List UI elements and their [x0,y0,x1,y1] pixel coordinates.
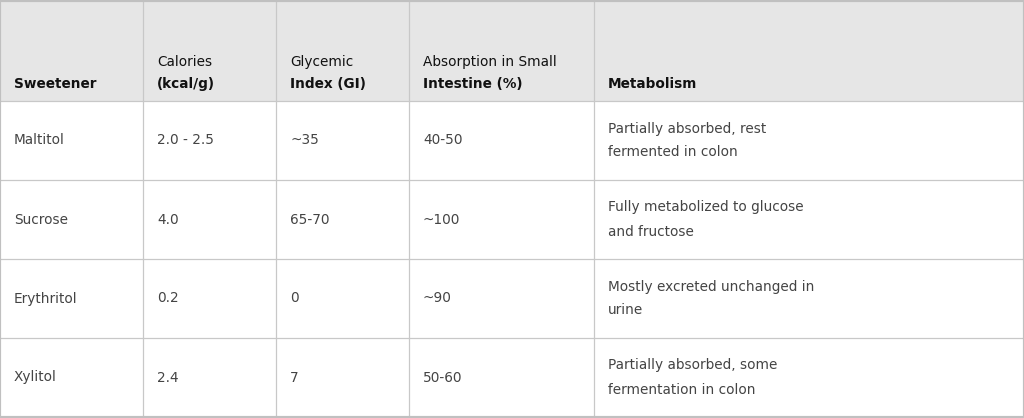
Text: Erythritol: Erythritol [14,291,78,306]
Text: ~35: ~35 [290,133,318,148]
Text: Partially absorbed, rest: Partially absorbed, rest [608,122,766,135]
Text: Fully metabolized to glucose: Fully metabolized to glucose [608,201,804,214]
Text: 2.4: 2.4 [157,370,178,385]
Text: Calories: Calories [157,55,212,69]
Text: 50-60: 50-60 [423,370,463,385]
Text: Maltitol: Maltitol [14,133,65,148]
Text: Sweetener: Sweetener [14,77,96,91]
Text: 7: 7 [290,370,299,385]
Text: Xylitol: Xylitol [14,370,57,385]
Text: ~100: ~100 [423,212,461,227]
Text: fermentation in colon: fermentation in colon [608,382,756,397]
Text: 4.0: 4.0 [157,212,178,227]
Text: Glycemic: Glycemic [290,55,353,69]
Text: fermented in colon: fermented in colon [608,145,737,160]
Text: Index (GI): Index (GI) [290,77,366,91]
Text: 2.0 - 2.5: 2.0 - 2.5 [157,133,214,148]
Text: ~90: ~90 [423,291,452,306]
Text: Intestine (%): Intestine (%) [423,77,522,91]
Bar [0,1,1024,101]
Bar [0,101,1024,417]
Text: 0.2: 0.2 [157,291,178,306]
Text: Absorption in Small: Absorption in Small [423,55,557,69]
Text: Metabolism: Metabolism [608,77,697,91]
Text: 40-50: 40-50 [423,133,463,148]
Text: 65-70: 65-70 [290,212,330,227]
Text: Sucrose: Sucrose [14,212,68,227]
Text: and fructose: and fructose [608,224,694,239]
Text: Mostly excreted unchanged in: Mostly excreted unchanged in [608,280,814,293]
Text: Partially absorbed, some: Partially absorbed, some [608,359,777,372]
Text: 0: 0 [290,291,299,306]
Text: (kcal/g): (kcal/g) [157,77,215,91]
Text: urine: urine [608,303,643,318]
